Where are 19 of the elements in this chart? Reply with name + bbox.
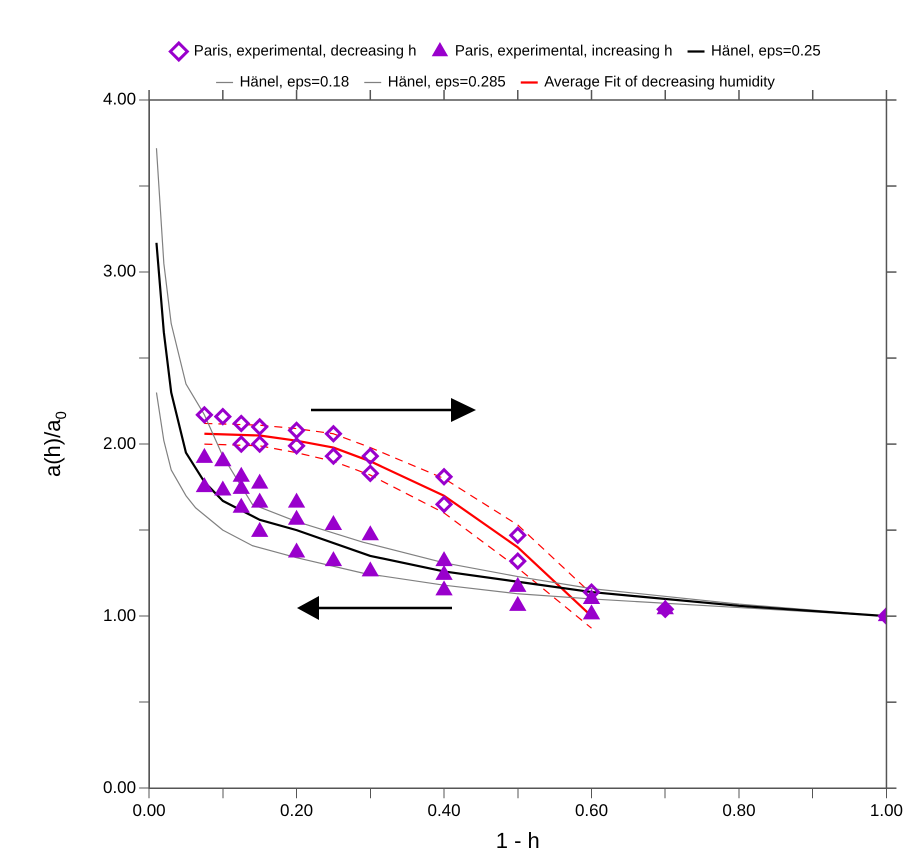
y-tick-label: 2.00 <box>102 434 136 453</box>
y-tick-label: 1.00 <box>102 606 136 625</box>
x-tick-label: 0.40 <box>427 801 461 820</box>
y-tick-label: 3.00 <box>102 262 136 281</box>
x-tick-label: 0.00 <box>132 801 166 820</box>
x-tick-label: 0.60 <box>574 801 608 820</box>
legend-label: Hänel, eps=0.25 <box>711 42 821 60</box>
x-tick-label: 0.20 <box>280 801 314 820</box>
legend-label: Hänel, eps=0.285 <box>388 74 506 91</box>
legend-label: Average Fit of decreasing humidity <box>544 74 776 91</box>
y-tick-label: 0.00 <box>102 778 136 797</box>
legend-label: Paris, experimental, increasing h <box>454 42 673 60</box>
y-tick-label: 4.00 <box>102 90 136 109</box>
legend-label: Hänel, eps=0.18 <box>240 74 350 91</box>
y-axis-title: a(h)/a0 <box>40 411 70 478</box>
x-axis-title: 1 - h <box>496 828 540 853</box>
legend-label: Paris, experimental, decreasing h <box>194 42 416 60</box>
x-tick-label: 0.80 <box>722 801 756 820</box>
x-tick-label: 1.00 <box>870 801 904 820</box>
